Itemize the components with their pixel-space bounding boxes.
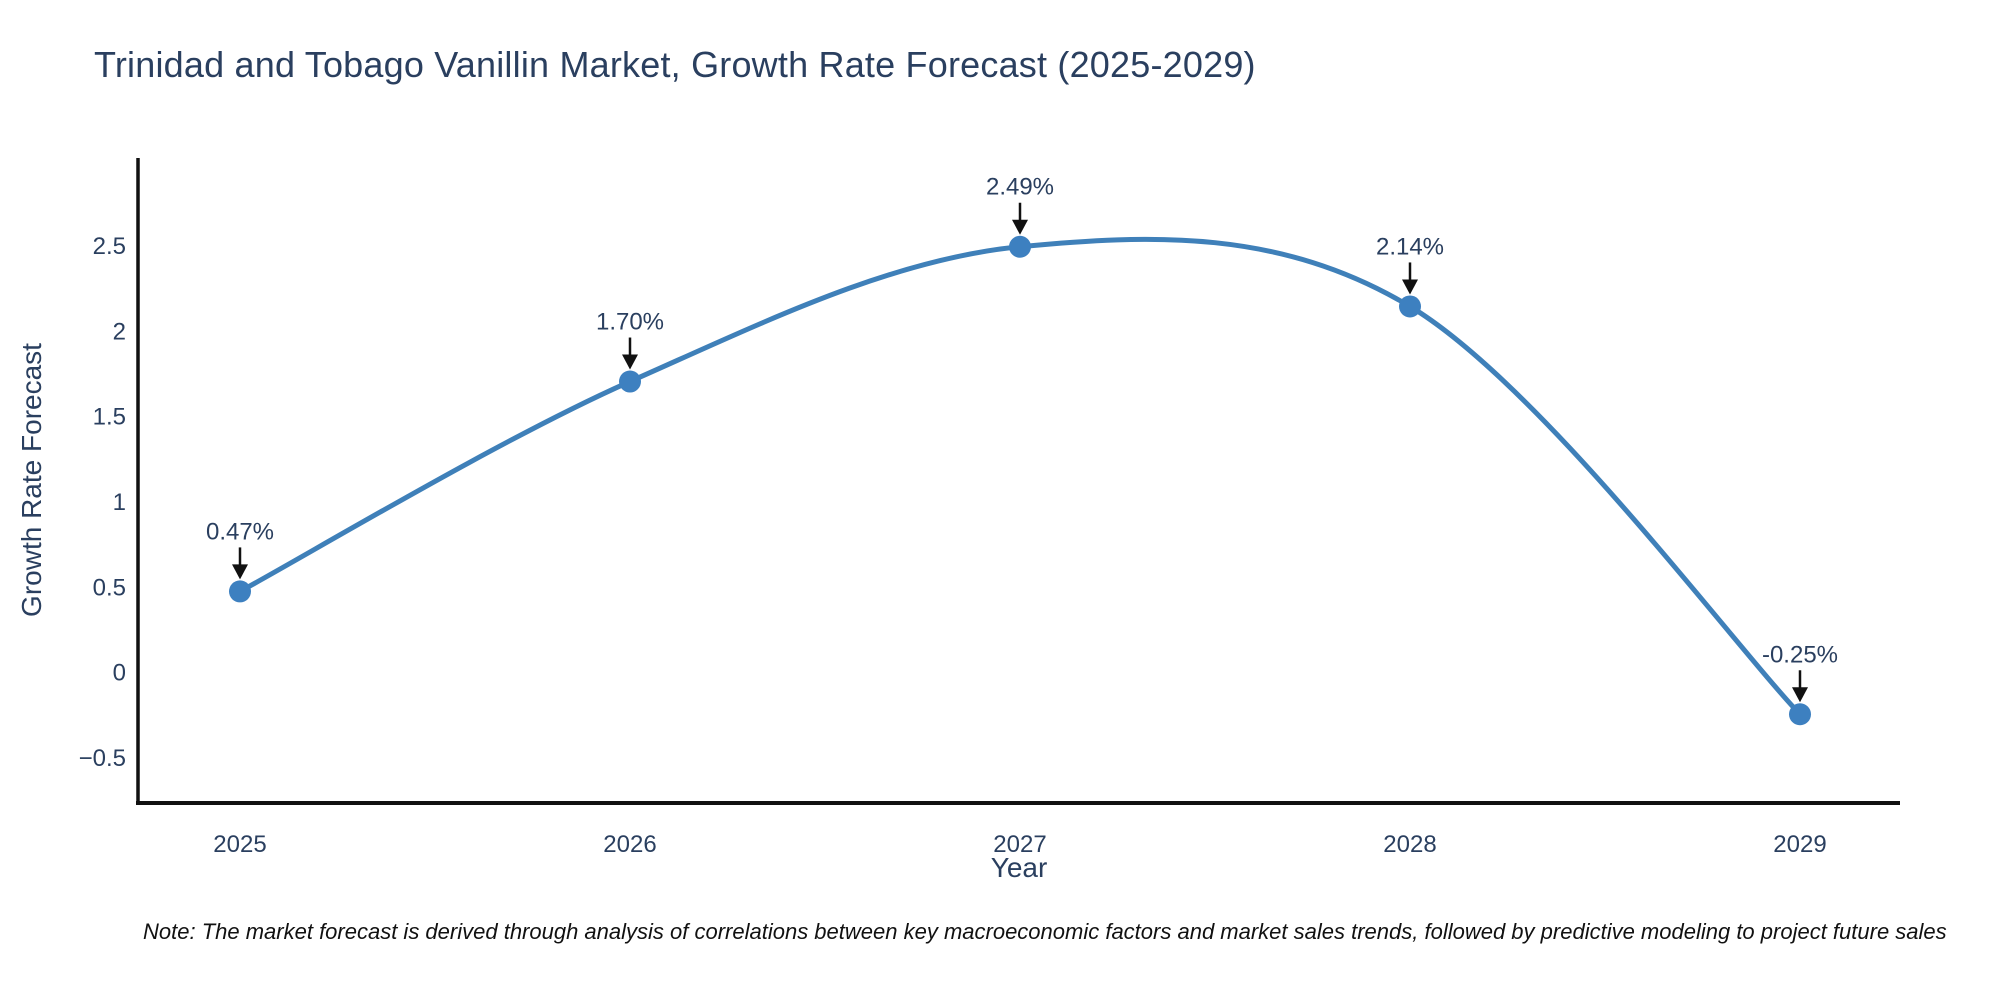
series-line xyxy=(237,236,1803,717)
data-point-marker xyxy=(619,370,641,393)
annotation-arrow-head xyxy=(1402,279,1418,295)
y-tick-label: 0.5 xyxy=(93,574,126,601)
y-axis-title: Growth Rate Forecast xyxy=(16,343,47,617)
data-point-marker xyxy=(1789,703,1811,726)
annotation-arrow-head xyxy=(1792,687,1808,703)
point-annotation-label: -0.25% xyxy=(1762,641,1838,668)
y-tick-label: 1 xyxy=(113,489,126,516)
x-tick-label: 2029 xyxy=(1773,831,1826,858)
y-tick-label: 2.5 xyxy=(93,233,126,260)
point-annotation-label: 2.14% xyxy=(1376,233,1444,260)
x-tick-label: 2027 xyxy=(993,831,1046,858)
point-annotation-label: 1.70% xyxy=(596,309,664,336)
annotation-arrow-head xyxy=(232,564,248,580)
y-tick-label: −0.5 xyxy=(79,745,126,772)
x-axis-title: Year xyxy=(990,852,1048,883)
chart-note: Note: The market forecast is derived thr… xyxy=(143,919,1947,944)
annotation-arrow-head xyxy=(622,354,638,370)
y-tick-label: 1.5 xyxy=(93,404,126,431)
data-point-marker xyxy=(229,580,251,603)
point-annotation-label: 0.47% xyxy=(206,518,274,545)
x-tick-label: 2025 xyxy=(213,831,266,858)
x-tick-label: 2028 xyxy=(1383,831,1436,858)
data-point-marker xyxy=(1399,295,1421,318)
annotation-arrow-head xyxy=(1012,219,1028,235)
point-annotation-label: 2.49% xyxy=(986,174,1054,201)
data-point-marker xyxy=(1009,235,1031,258)
y-tick-label: 0 xyxy=(113,660,126,687)
y-tick-label: 2 xyxy=(113,318,126,345)
chart-title: Trinidad and Tobago Vanillin Market, Gro… xyxy=(94,44,1256,85)
x-tick-label: 2026 xyxy=(603,831,656,858)
